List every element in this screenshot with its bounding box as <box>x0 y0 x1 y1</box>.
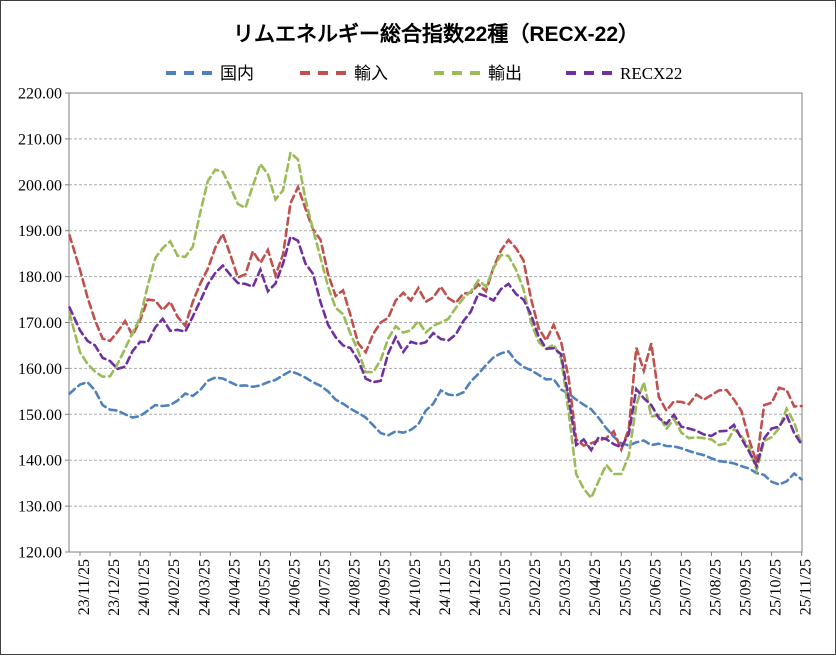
x-tick-label: 25/10/25 <box>768 559 785 616</box>
gridlines <box>69 138 802 507</box>
legend-item-domestic: 国内 <box>166 64 254 83</box>
x-tick-label: 25/04/25 <box>587 559 604 616</box>
x-tick-label: 24/02/25 <box>166 559 183 616</box>
x-tick-label: 24/06/25 <box>286 559 303 616</box>
y-tick-label: 220.00 <box>18 86 62 103</box>
legend-item-import: 輸入 <box>300 64 388 83</box>
legend-label-export: 輸出 <box>488 64 522 83</box>
x-tick-label: 24/11/25 <box>437 559 454 615</box>
series-lines <box>68 150 803 501</box>
x-tick-label: 24/09/25 <box>377 559 394 616</box>
x-tick-label: 25/06/25 <box>647 559 664 616</box>
y-tick-label: 210.00 <box>18 131 62 148</box>
series-line-export <box>68 150 803 501</box>
x-tick-label: 24/01/25 <box>136 559 153 616</box>
x-tick-label: 25/05/25 <box>617 559 634 616</box>
x-tick-label: 25/02/25 <box>527 559 544 616</box>
x-tick-label: 24/07/25 <box>317 559 334 616</box>
y-tick-label: 190.00 <box>18 223 62 240</box>
x-tick-label: 25/08/25 <box>707 559 724 616</box>
y-tick-label: 170.00 <box>18 315 62 332</box>
legend: 国内 輸入 輸出 RECX22 <box>166 64 682 83</box>
y-tick-label: 160.00 <box>18 361 62 378</box>
x-tick-label: 24/05/25 <box>256 559 273 616</box>
legend-item-export: 輸出 <box>434 64 522 83</box>
series-line-domestic <box>68 349 803 486</box>
legend-item-recx22: RECX22 <box>566 64 682 83</box>
x-tick-label: 25/09/25 <box>738 559 755 616</box>
axes: 220.00 210.00 200.00 190.00 180.00 170.00 160.… <box>18 86 815 616</box>
x-tick-label: 24/10/25 <box>407 559 424 616</box>
series-line-recx22 <box>68 234 803 470</box>
x-tick-label: 24/03/25 <box>196 559 213 616</box>
x-tick-label: 25/11/25 <box>798 559 815 615</box>
y-tick-label: 130.00 <box>18 499 62 516</box>
series-line-import <box>68 183 803 463</box>
y-tick-label: 120.00 <box>18 545 62 562</box>
x-tick-label: 23/11/25 <box>76 559 93 615</box>
y-tick-label: 140.00 <box>18 453 62 470</box>
x-tick-label: 24/04/25 <box>226 559 243 616</box>
x-tick-label: 25/01/25 <box>497 559 514 616</box>
legend-label-domestic: 国内 <box>220 64 254 83</box>
x-tick-label: 24/08/25 <box>347 559 364 616</box>
legend-label-import: 輸入 <box>354 64 388 83</box>
y-tick-label: 200.00 <box>18 177 62 194</box>
x-tick-label: 25/07/25 <box>677 559 694 616</box>
legend-label-recx22: RECX22 <box>620 64 682 83</box>
y-tick-label: 150.00 <box>18 407 62 424</box>
x-tick-label: 23/12/25 <box>106 559 123 616</box>
chart-title: リムエネルギー総合指数22種（RECX-22） <box>233 22 639 46</box>
plot-border <box>68 92 803 553</box>
x-tick-label: 24/12/25 <box>467 559 484 616</box>
y-tick-label: 180.00 <box>18 269 62 286</box>
x-tick-label: 25/03/25 <box>557 559 574 616</box>
